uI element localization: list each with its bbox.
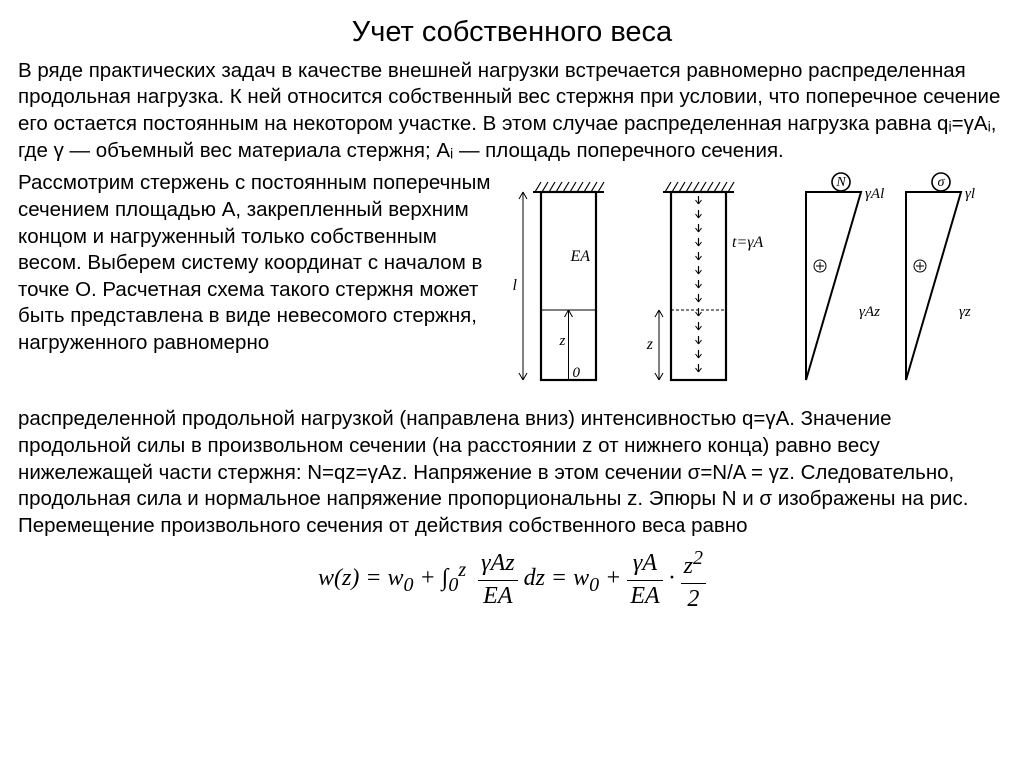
svg-text:z: z [559, 333, 566, 349]
svg-text:σ: σ [938, 175, 946, 190]
svg-text:γAl: γAl [865, 186, 884, 202]
svg-text:N: N [835, 175, 846, 190]
page-title: Учет собственного веса [18, 14, 1006, 52]
continuation-paragraph: распределенной продольной нагрузкой (нап… [18, 406, 1006, 539]
svg-text:γAz: γAz [859, 304, 880, 320]
beam-diagram: EAlz0t=γAzNγAlγAzσγlγz [506, 170, 1006, 400]
side-paragraph: Рассмотрим стержень с постоянным попереч… [18, 170, 498, 356]
figure-row: Рассмотрим стержень с постоянным попереч… [18, 170, 1006, 400]
svg-text:z: z [646, 336, 654, 353]
svg-text:γz: γz [959, 304, 971, 320]
svg-text:EA: EA [570, 248, 591, 265]
intro-paragraph: В ряде практических задач в качестве вне… [18, 58, 1006, 165]
svg-text:l: l [513, 277, 518, 294]
svg-text:t=γA: t=γA [732, 234, 764, 251]
svg-text:0: 0 [573, 365, 581, 381]
displacement-equation: w(z) = w0 + ∫0z γAzEA dz = w0 + γAEA · z… [18, 545, 1006, 614]
svg-text:γl: γl [965, 186, 975, 202]
